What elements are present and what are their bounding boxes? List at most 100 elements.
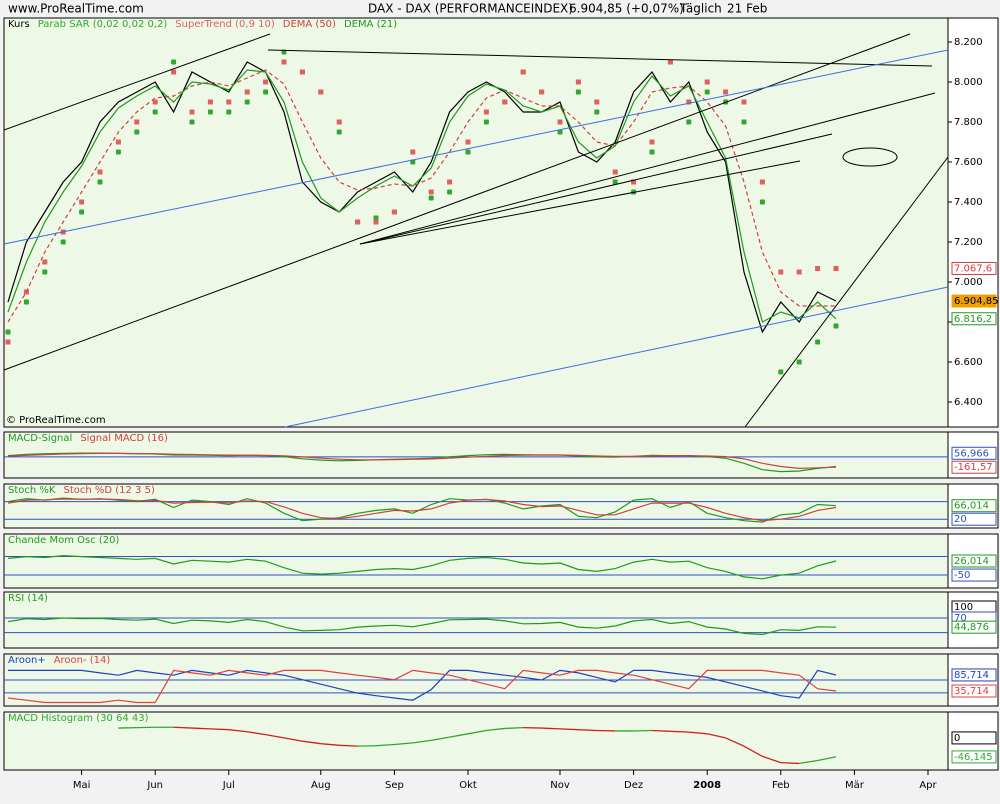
marker (466, 150, 471, 155)
segment (210, 729, 228, 730)
marker (134, 130, 139, 135)
legend-entry: Kurs (8, 19, 30, 30)
marker (429, 190, 434, 195)
y-tick-label: 7.200 (954, 237, 983, 248)
legend-entry: MACD Histogram (30 64 43) (8, 713, 149, 724)
marker (778, 270, 783, 275)
legend-entry: SuperTrend (0,9 10) (175, 19, 275, 30)
marker (61, 240, 66, 245)
marker (539, 90, 544, 95)
marker (797, 360, 802, 365)
marker (723, 90, 728, 95)
segment (192, 728, 210, 729)
marker (760, 200, 765, 205)
x-tick-label: Mär (845, 780, 865, 791)
marker (613, 170, 618, 175)
legend-entry: Parab SAR (0,02 0,02 0,2) (38, 19, 168, 30)
marker (208, 110, 213, 115)
legend-entry: Signal MACD (16) (80, 433, 168, 444)
value-label: 85,714 (954, 670, 989, 681)
legend-entry: Chande Mom Osc (20) (8, 535, 120, 546)
marker (650, 140, 655, 145)
y-tick-label: 7.400 (954, 197, 983, 208)
value-label: 20 (954, 514, 967, 525)
marker (171, 70, 176, 75)
y-tick-label: 7.800 (954, 117, 983, 128)
marker (760, 180, 765, 185)
legend-entry: Aroon- (14) (54, 655, 111, 666)
marker (153, 110, 158, 115)
marker (374, 220, 379, 225)
marker (79, 210, 84, 215)
marker (576, 90, 581, 95)
marker (208, 100, 213, 105)
y-tick-label: 7.000 (954, 277, 983, 288)
value-label: -50 (954, 570, 970, 581)
marker (742, 120, 747, 125)
marker (484, 120, 489, 125)
marker (815, 266, 820, 271)
marker (594, 100, 599, 105)
marker (447, 180, 452, 185)
segment (174, 727, 192, 728)
legend-entry: DEMA (21) (344, 19, 397, 30)
marker (484, 110, 489, 115)
marker (245, 90, 250, 95)
marker (576, 80, 581, 85)
marker (24, 300, 29, 305)
quote: 6.904,85 (+0,07%) (569, 2, 684, 16)
x-tick-label: Jul (222, 780, 235, 791)
marker (6, 340, 11, 345)
marker (355, 220, 360, 225)
segment (652, 731, 670, 732)
marker (502, 100, 507, 105)
legend-entry: MACD-Signal (8, 433, 72, 444)
marker (190, 120, 195, 125)
marker (429, 196, 434, 201)
marker (742, 100, 747, 105)
value-label: 0 (954, 733, 960, 744)
x-tick-label: Nov (550, 780, 570, 791)
marker (521, 70, 526, 75)
marker (79, 200, 84, 205)
marker (392, 210, 397, 215)
marker (116, 150, 121, 155)
y-tick-label: 7.600 (954, 157, 983, 168)
value-label: -46,145 (954, 752, 993, 763)
marker (153, 100, 158, 105)
marker (686, 120, 691, 125)
marker (263, 80, 268, 85)
segment (560, 729, 578, 730)
value-label: 6.904,85 (954, 296, 999, 307)
period: Täglich (679, 2, 722, 16)
marker (300, 70, 305, 75)
y-tick-label: 6.400 (954, 397, 983, 408)
marker (245, 100, 250, 105)
value-label: 7.067,6 (954, 263, 992, 274)
marker (6, 330, 11, 335)
marker (42, 260, 47, 265)
segment (542, 728, 560, 729)
segment (670, 731, 688, 732)
y-tick-label: 6.600 (954, 357, 983, 368)
segment (781, 763, 799, 764)
marker (447, 190, 452, 195)
marker (190, 110, 195, 115)
x-tick-label: Feb (772, 780, 790, 791)
marker (226, 100, 231, 105)
value-label: 44,876 (954, 622, 989, 633)
legend-entry: Aroon+ (8, 655, 46, 666)
segment (578, 730, 596, 731)
marker (318, 90, 323, 95)
marker (337, 120, 342, 125)
value-label: -161,57 (954, 462, 993, 473)
legend-entry: Stoch %K (8, 485, 56, 496)
value-label: 35,714 (954, 686, 989, 697)
title: DAX - DAX (PERFORMANCEINDEX) (368, 2, 573, 16)
legend-entry: DEMA (50) (283, 19, 336, 30)
marker (594, 110, 599, 115)
site: www.ProRealTime.com (8, 2, 144, 16)
segment (339, 745, 357, 746)
value-label: 66,014 (954, 501, 989, 512)
